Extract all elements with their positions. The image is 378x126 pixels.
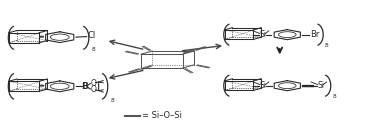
Text: Br: Br: [310, 29, 319, 39]
Text: $_{8}$: $_{8}$: [110, 96, 115, 105]
Text: Si: Si: [317, 81, 324, 90]
Text: Si: Si: [259, 30, 266, 39]
Text: B: B: [81, 82, 88, 91]
Text: O: O: [91, 78, 97, 88]
Text: $_{8}$: $_{8}$: [324, 41, 330, 50]
Text: $_{8}$: $_{8}$: [91, 45, 96, 54]
Text: Si: Si: [259, 81, 266, 90]
Text: O: O: [91, 85, 97, 94]
Text: = Si–O–Si: = Si–O–Si: [142, 111, 182, 120]
Text: Cl: Cl: [87, 31, 96, 40]
Text: $_{8}$: $_{8}$: [332, 92, 337, 101]
